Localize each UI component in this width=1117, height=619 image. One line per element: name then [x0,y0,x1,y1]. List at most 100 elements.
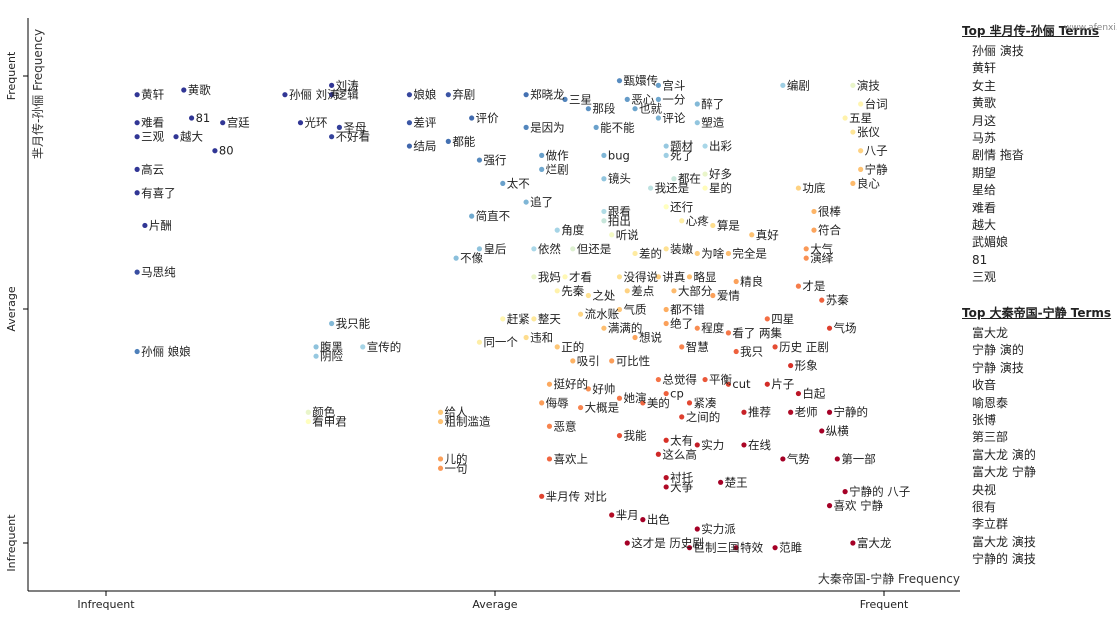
term-point[interactable] [663,306,669,313]
term-point[interactable] [624,540,630,546]
term-point[interactable] [811,227,817,233]
term-point[interactable] [616,274,623,280]
term-point[interactable] [539,166,545,172]
term-point[interactable] [142,222,148,229]
term-point[interactable] [694,250,700,257]
term-point[interactable] [850,82,856,88]
term-point[interactable] [523,334,529,341]
term-point[interactable] [616,432,623,439]
term-point[interactable] [360,344,366,350]
term-point[interactable] [834,456,840,462]
term-point[interactable] [694,101,700,107]
term-point[interactable] [609,512,615,518]
term-point[interactable] [733,545,739,551]
term-point[interactable] [476,339,483,345]
term-point[interactable] [710,292,716,299]
term-point[interactable] [663,152,669,158]
term-point[interactable] [570,246,576,252]
term-point[interactable] [632,106,638,112]
term-point[interactable] [733,348,739,355]
term-point[interactable] [469,213,475,219]
term-point[interactable] [577,311,584,317]
term-point[interactable] [741,442,747,448]
term-point[interactable] [531,316,537,322]
term-point[interactable] [803,255,809,261]
term-point[interactable] [593,124,599,130]
term-point[interactable] [772,545,778,551]
term-point[interactable] [546,381,553,387]
term-point[interactable] [437,465,444,471]
term-point[interactable] [663,320,669,327]
term-point[interactable] [539,493,545,499]
term-point[interactable] [663,246,669,252]
term-point[interactable] [655,82,661,88]
term-point[interactable] [469,115,475,121]
term-point[interactable] [616,306,623,313]
term-point[interactable] [539,400,545,406]
term-point[interactable] [655,115,661,121]
term-point[interactable] [826,503,833,509]
term-point[interactable] [655,274,661,280]
term-point[interactable] [858,101,864,107]
term-point[interactable] [336,124,342,130]
term-point[interactable] [453,255,459,261]
term-point[interactable] [134,92,140,98]
term-point[interactable] [780,456,786,462]
term-point[interactable] [585,386,591,392]
term-point[interactable] [546,423,553,429]
term-point[interactable] [663,143,669,149]
term-point[interactable] [632,250,638,257]
term-point[interactable] [850,540,856,546]
term-point[interactable] [655,451,661,457]
term-point[interactable] [679,414,685,420]
term-point[interactable] [686,400,693,406]
term-point[interactable] [577,404,584,411]
term-point[interactable] [648,185,654,191]
term-point[interactable] [694,325,700,331]
term-point[interactable] [725,330,732,336]
term-point[interactable] [718,479,724,485]
term-point[interactable] [500,180,506,187]
term-point[interactable] [733,278,739,285]
term-point[interactable] [181,87,187,93]
term-point[interactable] [531,246,537,252]
term-point[interactable] [585,106,591,112]
term-point[interactable] [134,120,140,126]
term-point[interactable] [523,92,529,98]
term-point[interactable] [134,134,140,140]
term-point[interactable] [531,274,537,280]
term-point[interactable] [188,115,195,121]
term-point[interactable] [329,92,335,98]
term-point[interactable] [562,274,568,280]
term-point[interactable] [826,409,833,415]
term-point[interactable] [764,381,770,387]
term-point[interactable] [679,218,685,224]
term-point[interactable] [297,120,304,126]
term-point[interactable] [671,288,677,294]
term-point[interactable] [663,204,669,210]
term-point[interactable] [679,344,685,350]
term-point[interactable] [313,353,319,359]
term-point[interactable] [702,185,708,191]
term-point[interactable] [640,400,646,406]
term-point[interactable] [554,227,560,233]
term-point[interactable] [329,134,335,140]
term-point[interactable] [601,152,607,158]
term-point[interactable] [601,218,607,224]
term-point[interactable] [616,395,623,401]
term-point[interactable] [842,115,848,121]
term-point[interactable] [562,96,568,102]
term-point[interactable] [655,96,661,102]
term-point[interactable] [616,78,623,84]
term-point[interactable] [437,418,444,425]
term-point[interactable] [826,325,833,331]
term-point[interactable] [663,437,669,443]
term-point[interactable] [305,418,311,425]
term-point[interactable] [819,428,825,434]
term-point[interactable] [406,143,413,149]
term-point[interactable] [282,92,288,98]
term-point[interactable] [772,344,778,350]
term-point[interactable] [663,390,669,397]
term-point[interactable] [609,232,615,238]
term-point[interactable] [329,320,335,327]
